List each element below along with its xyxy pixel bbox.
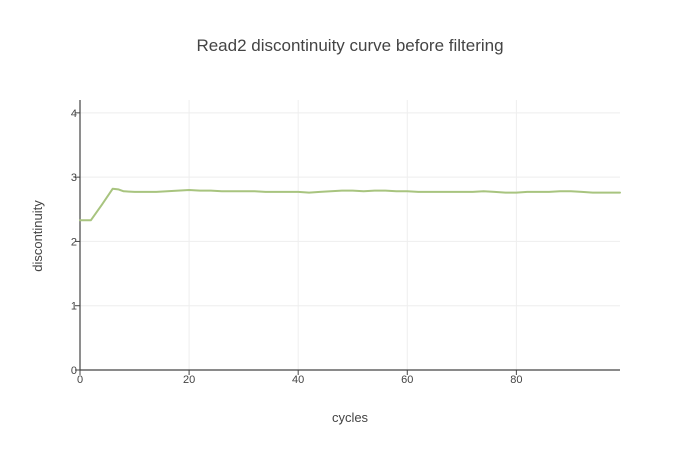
y-tick-label: 4 bbox=[71, 108, 77, 120]
y-tick-label: 1 bbox=[71, 301, 77, 313]
x-axis-title: cycles bbox=[332, 410, 369, 425]
x-tick-label: 60 bbox=[401, 374, 413, 386]
x-tick-label: 40 bbox=[292, 374, 304, 386]
x-tick-label: 80 bbox=[510, 374, 522, 386]
y-axis-title: discontinuity bbox=[30, 200, 45, 272]
x-tick-label: 20 bbox=[183, 374, 195, 386]
series-layer bbox=[79, 187, 621, 222]
axes bbox=[75, 100, 620, 375]
y-tick-label: 2 bbox=[71, 236, 77, 248]
y-tick-label: 3 bbox=[71, 172, 77, 184]
chart-title: Read2 discontinuity curve before filteri… bbox=[196, 36, 503, 55]
y-tick-label: 0 bbox=[71, 365, 77, 377]
discontinuity-series-line bbox=[79, 187, 621, 222]
x-tick-label: 0 bbox=[77, 374, 83, 386]
grid bbox=[80, 100, 620, 370]
